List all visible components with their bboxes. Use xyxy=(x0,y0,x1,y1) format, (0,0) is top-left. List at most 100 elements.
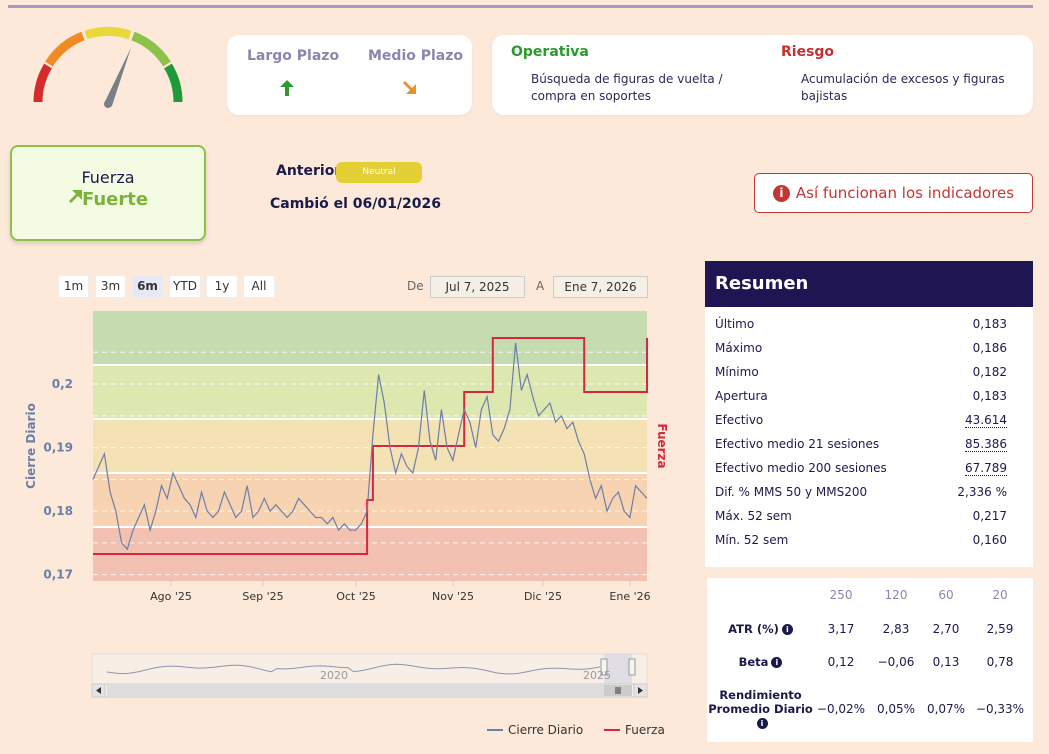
resumen-row: Dif. % MMS 50 y MMS200 2,336 % xyxy=(715,485,1007,501)
info-icon[interactable]: i xyxy=(781,624,793,635)
top-divider xyxy=(8,5,1033,8)
fuerza-series-line xyxy=(93,337,648,555)
atr-column-header: 250 xyxy=(829,588,853,602)
resumen-row-label: Apertura xyxy=(715,389,768,403)
operativa-text-2: compra en soportes xyxy=(531,89,651,103)
navigator[interactable]: 2020 2025 xyxy=(91,653,648,685)
resumen-title: Resumen xyxy=(705,261,1033,307)
resumen-row: Efectivo 43.614 xyxy=(715,413,1007,429)
atr-cell: −0,02% xyxy=(816,702,866,716)
atr-column-header: 120 xyxy=(884,588,908,602)
x-tick-label: Nov '25 xyxy=(432,590,474,603)
arrow-up-right-icon xyxy=(68,190,82,203)
resumen-row-label: Máximo xyxy=(715,341,763,355)
strength-band xyxy=(93,365,647,419)
atr-cell: 0,13 xyxy=(932,655,960,669)
resumen-row: Máximo 0,186 xyxy=(715,341,1007,357)
x-tick-label: Dic '25 xyxy=(524,590,562,603)
resumen-row-value: 0,217 xyxy=(972,509,1007,523)
atr-row-label-text: ATR (%) xyxy=(728,622,779,636)
from-date-input[interactable]: Jul 7, 2025 xyxy=(430,276,525,298)
resumen-row-label: Mín. 52 sem xyxy=(715,533,789,547)
info-button-label: Así funcionan los indicadores xyxy=(795,184,1015,202)
resumen-row-value[interactable]: 67.789 xyxy=(965,461,1007,476)
info-icon[interactable]: i xyxy=(771,657,783,668)
atr-column-header: 20 xyxy=(992,588,1008,602)
atr-cell: −0,33% xyxy=(975,702,1025,716)
navigator-handle-right[interactable] xyxy=(628,658,636,676)
atr-cell: 0,07% xyxy=(926,702,966,716)
resumen-row-value: 0,186 xyxy=(972,341,1007,355)
y-tick-label: 0,17 xyxy=(43,568,73,582)
from-label: De xyxy=(407,279,424,293)
legend-fuerza-label: Fuerza xyxy=(625,723,665,737)
atr-cell: 0,05% xyxy=(876,702,916,716)
legend-cierre[interactable]: Cierre Diario xyxy=(487,723,583,737)
navigator-label-2020: 2020 xyxy=(320,669,348,682)
anterior-label: Anterior xyxy=(276,163,342,179)
resumen-row: Mínimo 0,182 xyxy=(715,365,1007,381)
x-tick-label: Sep '25 xyxy=(242,590,283,603)
resumen-row-value[interactable]: 43.614 xyxy=(965,413,1007,428)
operativa-text-1: Búsqueda de figuras de vuelta / xyxy=(531,72,723,86)
resumen-row: Máx. 52 sem 0,217 xyxy=(715,509,1007,525)
range-all-button[interactable]: All xyxy=(243,275,275,298)
resumen-row-label: Efectivo xyxy=(715,413,764,427)
atr-row-label-text: Beta xyxy=(738,655,769,669)
resumen-row-label: Dif. % MMS 50 y MMS200 xyxy=(715,485,868,499)
range-1y-button[interactable]: 1y xyxy=(206,275,238,298)
largo-plazo-label: Largo Plazo xyxy=(247,48,340,64)
range-1m-button[interactable]: 1m xyxy=(58,275,89,298)
atr-column-header: 60 xyxy=(938,588,954,602)
atr-cell: 2,83 xyxy=(882,622,910,636)
atr-row-label: Rendimiento Promedio Diario i xyxy=(707,688,814,730)
resumen-row: Apertura 0,183 xyxy=(715,389,1007,405)
range-ytd-button[interactable]: YTD xyxy=(169,275,201,298)
y-axis-label: Cierre Diario xyxy=(24,403,38,489)
navigator-scrollbar[interactable] xyxy=(91,683,648,698)
resumen-panel: Último 0,183 Máximo 0,186 Mínimo 0,182 Apertur… xyxy=(705,307,1033,567)
legend-fuerza[interactable]: Fuerza xyxy=(604,723,665,737)
resumen-row-value: 0,182 xyxy=(972,365,1007,379)
resumen-row-label: Efectivo medio 200 sesiones xyxy=(715,461,887,475)
atr-cell: 3,17 xyxy=(827,622,855,636)
info-icon[interactable]: i xyxy=(756,718,768,729)
resumen-row-value: 2,336 % xyxy=(957,485,1007,499)
riesgo-title: Riesgo xyxy=(781,44,835,60)
operativa-title: Operativa xyxy=(511,44,589,60)
riesgo-text-2: bajistas xyxy=(801,89,848,103)
atr-row-label: ATR (%) i xyxy=(707,622,814,636)
y-tick-label: 0,18 xyxy=(43,504,73,518)
atr-cell: −0,06 xyxy=(877,655,915,669)
y2-axis-label: Fuerza xyxy=(655,423,669,468)
resumen-row-label: Último xyxy=(715,317,755,331)
price-chart: 0,17 0,18 0,19 0,2 Ago '25 Sep '25 Oct '25 Nov… xyxy=(24,311,669,698)
indicadores-info-button[interactable]: i Así funcionan los indicadores xyxy=(754,173,1033,213)
fuerza-value: Fuerte xyxy=(12,189,204,210)
range-3m-button[interactable]: 3m xyxy=(95,275,126,298)
resumen-row: Mín. 52 sem 0,160 xyxy=(715,533,1007,549)
legend-fuerza-swatch xyxy=(604,729,620,731)
legend-cierre-swatch xyxy=(487,729,503,731)
resumen-row-value: 0,183 xyxy=(972,317,1007,331)
resumen-row: Último 0,183 xyxy=(715,317,1007,333)
medio-plazo-label: Medio Plazo xyxy=(368,48,464,64)
to-date-input[interactable]: Ene 7, 2026 xyxy=(553,276,648,298)
atr-cell: 0,12 xyxy=(827,655,855,669)
atr-cell: 2,59 xyxy=(986,622,1014,636)
riesgo-text-1: Acumulación de excesos y figuras xyxy=(801,72,1005,86)
resumen-row-value[interactable]: 85.386 xyxy=(965,437,1007,452)
fuerza-value-text: Fuerte xyxy=(81,189,149,210)
navigator-handle-left[interactable] xyxy=(600,658,608,676)
resumen-row-label: Efectivo medio 21 sesiones xyxy=(715,437,880,451)
x-tick-label: Ene '26 xyxy=(609,590,650,603)
arrow-up-icon xyxy=(280,80,294,96)
resumen-row-value: 0,183 xyxy=(972,389,1007,403)
operativa-riesgo-card: Operativa Búsqueda de figuras de vuelta … xyxy=(492,35,1033,115)
resumen-row: Efectivo medio 200 sesiones 67.789 xyxy=(715,461,1007,477)
scrollbar-track[interactable] xyxy=(107,685,625,696)
resumen-row: Efectivo medio 21 sesiones 85.386 xyxy=(715,437,1007,453)
strength-band xyxy=(93,419,647,473)
x-tick-label: Oct '25 xyxy=(336,590,376,603)
range-6m-button[interactable]: 6m xyxy=(132,275,163,298)
